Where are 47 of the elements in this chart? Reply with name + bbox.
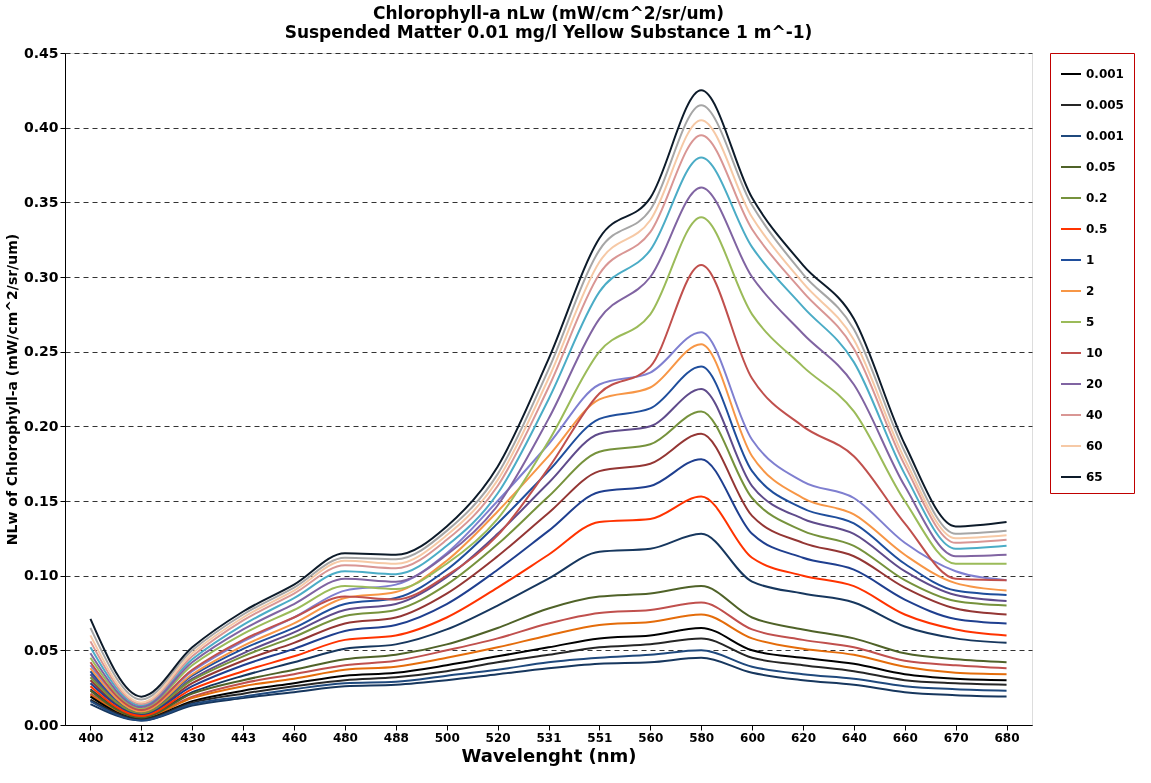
- x-tick-label: 670: [943, 730, 969, 745]
- legend-label: 5: [1086, 315, 1095, 329]
- y-tick-label: 0.20: [23, 417, 59, 434]
- text: Chlorophyll-a nLw (mW/cm^2/sr/um): [373, 3, 724, 23]
- x-tick-label: 680: [994, 730, 1020, 745]
- x-tick-label: 480: [332, 730, 358, 745]
- legend-label: 20: [1086, 377, 1103, 391]
- x-axis-title: Wavelenght (nm): [461, 744, 637, 766]
- x-tick-label: 488: [383, 730, 409, 745]
- x-tick-label: 640: [841, 730, 867, 745]
- y-tick-label: 0.15: [23, 492, 59, 509]
- y-axis-title: NLw of Chlorophyll-a (mW/cm^2/sr/um): [3, 233, 20, 546]
- x-tick-label: 551: [587, 730, 613, 745]
- x-tick-label: 430: [180, 730, 206, 745]
- y-tick-label: 0.10: [23, 567, 59, 584]
- legend-label: 0.001: [1086, 129, 1124, 143]
- legend-label: 1: [1086, 253, 1095, 267]
- legend-label: 10: [1086, 346, 1103, 360]
- legend-label: 0.001: [1086, 67, 1124, 81]
- x-tick-label: 520: [485, 730, 511, 745]
- legend-label: 2: [1086, 284, 1095, 298]
- y-tick-label: 0.25: [23, 343, 59, 360]
- x-tick-label: 660: [892, 730, 918, 745]
- y-tick-label: 0.30: [23, 268, 59, 285]
- legend-label: 65: [1086, 470, 1103, 484]
- x-tick-label: 620: [790, 730, 816, 745]
- legend-label: 40: [1086, 408, 1103, 422]
- x-tick-label: 560: [638, 730, 664, 745]
- legend-label: 0.05: [1086, 160, 1116, 174]
- legend-label: 0.2: [1086, 191, 1108, 205]
- legend-label: 60: [1086, 439, 1103, 453]
- x-tick-label: 412: [129, 730, 155, 745]
- legend-label: 0.005: [1086, 98, 1124, 112]
- x-tick-label: 531: [536, 730, 562, 745]
- y-tick-label: 0.45: [23, 44, 59, 61]
- legend-label: 0.5: [1086, 222, 1108, 236]
- x-tick-label: 460: [282, 730, 308, 745]
- x-tick-label: 443: [231, 730, 257, 745]
- x-tick-label: 580: [689, 730, 715, 745]
- x-tick-label: 400: [78, 730, 104, 745]
- x-tick-label: 600: [740, 730, 766, 745]
- y-tick-label: 0.40: [23, 119, 59, 136]
- y-tick-label: 0.35: [23, 193, 59, 210]
- x-tick-label: 500: [434, 730, 460, 745]
- text: Suspended Matter 0.01 mg/l Yellow Substance 1 m^-1): [284, 22, 813, 42]
- y-tick-label: 0.05: [23, 641, 59, 658]
- y-tick-label: 0.00: [23, 716, 59, 733]
